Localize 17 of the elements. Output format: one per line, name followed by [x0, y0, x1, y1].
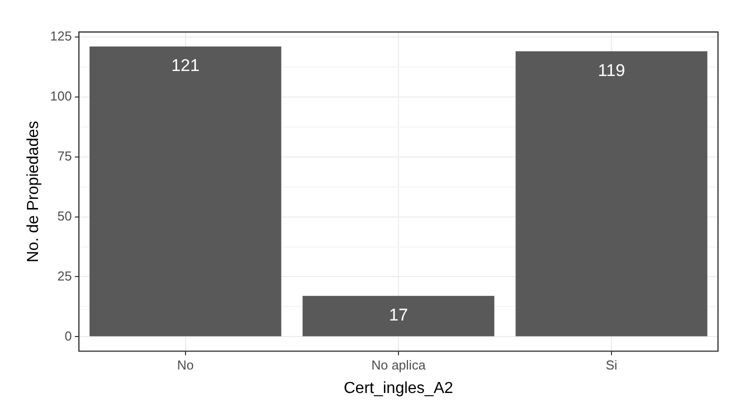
data-label: 119: [598, 60, 626, 80]
y-tick-label: 125: [50, 28, 72, 44]
x-axis-title: Cert_ingles_A2: [344, 380, 454, 397]
y-tick-label: 0: [64, 328, 72, 344]
x-tick-label: Si: [606, 358, 618, 373]
x-tick-label: No aplica: [371, 358, 426, 373]
y-tick-label: 75: [57, 148, 72, 164]
y-tick-label: 100: [50, 88, 72, 104]
y-tick-label: 50: [57, 208, 72, 224]
data-label: 121: [171, 56, 200, 76]
y-axis-title: No. de Propiedades: [25, 120, 42, 262]
x-tick-label: No: [177, 358, 194, 373]
data-label: 17: [388, 306, 408, 325]
bar: [302, 296, 494, 336]
bar: [516, 51, 708, 336]
bar: [90, 46, 282, 336]
y-tick-label: 25: [57, 268, 72, 284]
